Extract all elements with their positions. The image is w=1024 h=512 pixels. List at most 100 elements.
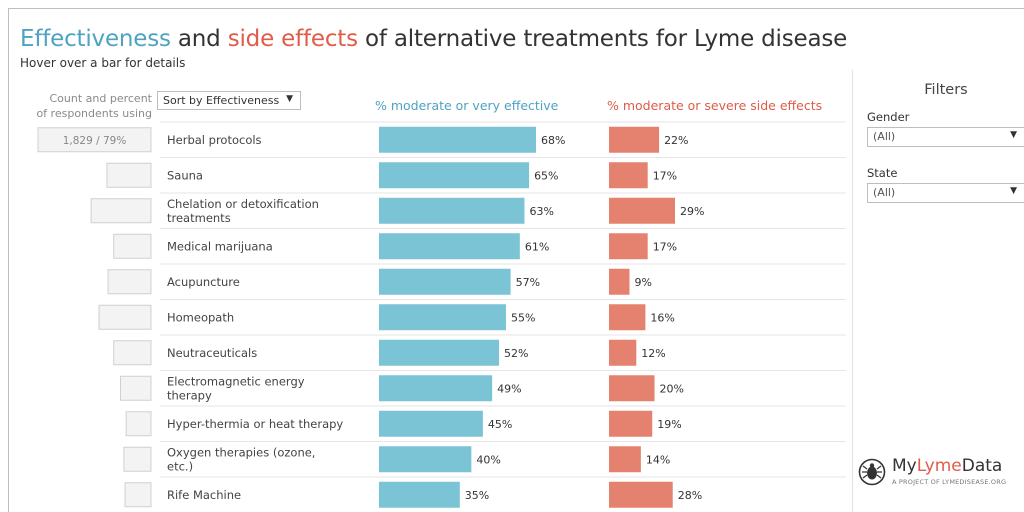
respondent-count-label: 1,829 / 79%: [63, 135, 127, 147]
tick-logo-icon: [858, 458, 886, 486]
gender-filter-label: Gender: [867, 110, 910, 124]
effectiveness-value-label: 49%: [497, 382, 521, 395]
effectiveness-value-label: 65%: [534, 169, 558, 182]
effectiveness-bar[interactable]: [379, 410, 483, 437]
chevron-down-icon: ▼: [1010, 130, 1017, 140]
effectiveness-bar[interactable]: [379, 339, 500, 366]
effectiveness-value-label: 52%: [504, 347, 528, 360]
title-side-effects: side effects: [227, 26, 358, 52]
effectiveness-value-label: 35%: [465, 489, 489, 502]
page-title: Effectiveness and side effects of altern…: [20, 26, 847, 52]
logo-name-data: Data: [961, 456, 1003, 476]
logo-subtitle: A PROJECT OF LYMEDISEASE.ORG: [892, 478, 1007, 486]
logo-name-lyme: Lyme: [916, 456, 962, 476]
effectiveness-bar[interactable]: [379, 268, 511, 295]
respondent-count-box[interactable]: [90, 198, 152, 224]
side-effects-value-label: 12%: [641, 347, 665, 360]
count-header-line1: Count and percent: [49, 92, 153, 105]
side-effects-bar[interactable]: [609, 233, 648, 260]
effectiveness-bar[interactable]: [379, 233, 520, 260]
treatment-label: Homeopath: [167, 310, 234, 324]
side-effects-value-label: 28%: [678, 489, 702, 502]
respondent-count-box[interactable]: [119, 375, 152, 401]
side-effects-value-label: 9%: [634, 276, 651, 289]
treatment-label: Oxygen therapies (ozone, etc.): [167, 445, 315, 473]
treatment-label: Acupuncture: [167, 275, 240, 289]
side-effects-bar[interactable]: [609, 375, 655, 402]
respondent-count-box[interactable]: [125, 411, 152, 437]
side-effects-bar[interactable]: [609, 268, 630, 295]
sort-dropdown-value: Sort by Effectiveness: [163, 94, 280, 107]
effectiveness-bar[interactable]: [379, 126, 536, 153]
logo-name-my: My: [892, 456, 917, 476]
state-filter-dropdown[interactable]: (All) ▼: [867, 183, 1024, 203]
respondent-count-box[interactable]: [124, 482, 152, 508]
logo-name: MyLymeData: [892, 456, 1002, 476]
effectiveness-bar[interactable]: [379, 162, 530, 189]
treatment-chart: 1,829 / 79% Herbal protocols 68% 22% Sauna 65…: [37, 121, 846, 508]
respondent-count-box[interactable]: [113, 233, 152, 259]
side-effects-bar[interactable]: [609, 339, 637, 366]
respondent-count-box[interactable]: [107, 269, 152, 295]
side-effects-value-label: 19%: [657, 418, 681, 431]
treatment-label: Herbal protocols: [167, 133, 262, 147]
left-border: [8, 8, 9, 512]
side-effects-value-label: 22%: [664, 134, 688, 147]
respondent-count-box[interactable]: [98, 304, 152, 330]
side-effects-value-label: 20%: [660, 382, 684, 395]
respondent-count-box[interactable]: [123, 446, 152, 472]
side-effects-bar[interactable]: [609, 304, 646, 331]
effectiveness-bar[interactable]: [379, 446, 472, 473]
count-header-line2: of respondents using: [36, 107, 152, 120]
treatment-label: Hyper-thermia or heat therapy: [167, 417, 343, 431]
respondent-count-box[interactable]: [37, 127, 152, 153]
side-effects-value-label: 17%: [653, 169, 677, 182]
top-border: [8, 8, 1024, 9]
filters-panel: Filters Gender (All) ▼ State (All) ▼: [852, 70, 1024, 512]
effectiveness-bar[interactable]: [379, 304, 506, 331]
side-effects-bar[interactable]: [609, 197, 675, 224]
side-effects-column-header: % moderate or severe side effects: [607, 98, 823, 113]
effectiveness-column-header: % moderate or very effective: [375, 98, 559, 113]
effectiveness-bar[interactable]: [379, 481, 460, 508]
side-effects-bar[interactable]: [609, 162, 648, 189]
treatment-label: Chelation or detoxification treatments: [167, 197, 319, 225]
treatment-label: Neutraceuticals: [167, 346, 257, 360]
side-effects-value-label: 29%: [680, 205, 704, 218]
filters-title: Filters: [924, 82, 968, 98]
page-subtitle: Hover over a bar for details: [20, 56, 186, 70]
side-effects-bar[interactable]: [609, 481, 673, 508]
title-effectiveness: Effectiveness: [20, 26, 171, 52]
count-header: Count and percent of respondents using: [20, 91, 152, 121]
treatment-label: Rife Machine: [167, 488, 241, 502]
gender-filter-dropdown[interactable]: (All) ▼: [867, 127, 1024, 147]
respondent-count-box[interactable]: [113, 340, 152, 366]
title-connector: and: [170, 26, 228, 52]
treatment-label: Sauna: [167, 168, 203, 182]
state-filter-label: State: [867, 166, 898, 180]
side-effects-bar[interactable]: [609, 126, 660, 153]
side-effects-value-label: 16%: [650, 311, 674, 324]
state-filter-value: (All): [873, 186, 896, 199]
effectiveness-value-label: 55%: [511, 311, 535, 324]
mylymedata-logo[interactable]: MyLymeData A PROJECT OF LYMEDISEASE.ORG: [858, 456, 1024, 490]
effectiveness-bar[interactable]: [379, 197, 525, 224]
treatment-label: Electromagnetic energy therapy: [167, 374, 305, 402]
respondent-count-box[interactable]: [106, 162, 152, 188]
effectiveness-bar[interactable]: [379, 375, 493, 402]
chevron-down-icon: ▼: [286, 94, 293, 104]
effectiveness-value-label: 68%: [541, 134, 565, 147]
effectiveness-value-label: 40%: [476, 453, 500, 466]
effectiveness-value-label: 63%: [529, 205, 553, 218]
side-effects-value-label: 17%: [653, 240, 677, 253]
side-effects-value-label: 14%: [646, 453, 670, 466]
gender-filter-value: (All): [873, 130, 896, 143]
side-effects-bar[interactable]: [609, 410, 653, 437]
chevron-down-icon: ▼: [1010, 186, 1017, 196]
side-effects-bar[interactable]: [609, 446, 641, 473]
title-rest: of alternative treatments for Lyme disea…: [357, 26, 848, 52]
effectiveness-value-label: 45%: [488, 418, 512, 431]
sort-dropdown[interactable]: Sort by Effectiveness ▼: [157, 91, 301, 110]
effectiveness-value-label: 61%: [525, 240, 549, 253]
